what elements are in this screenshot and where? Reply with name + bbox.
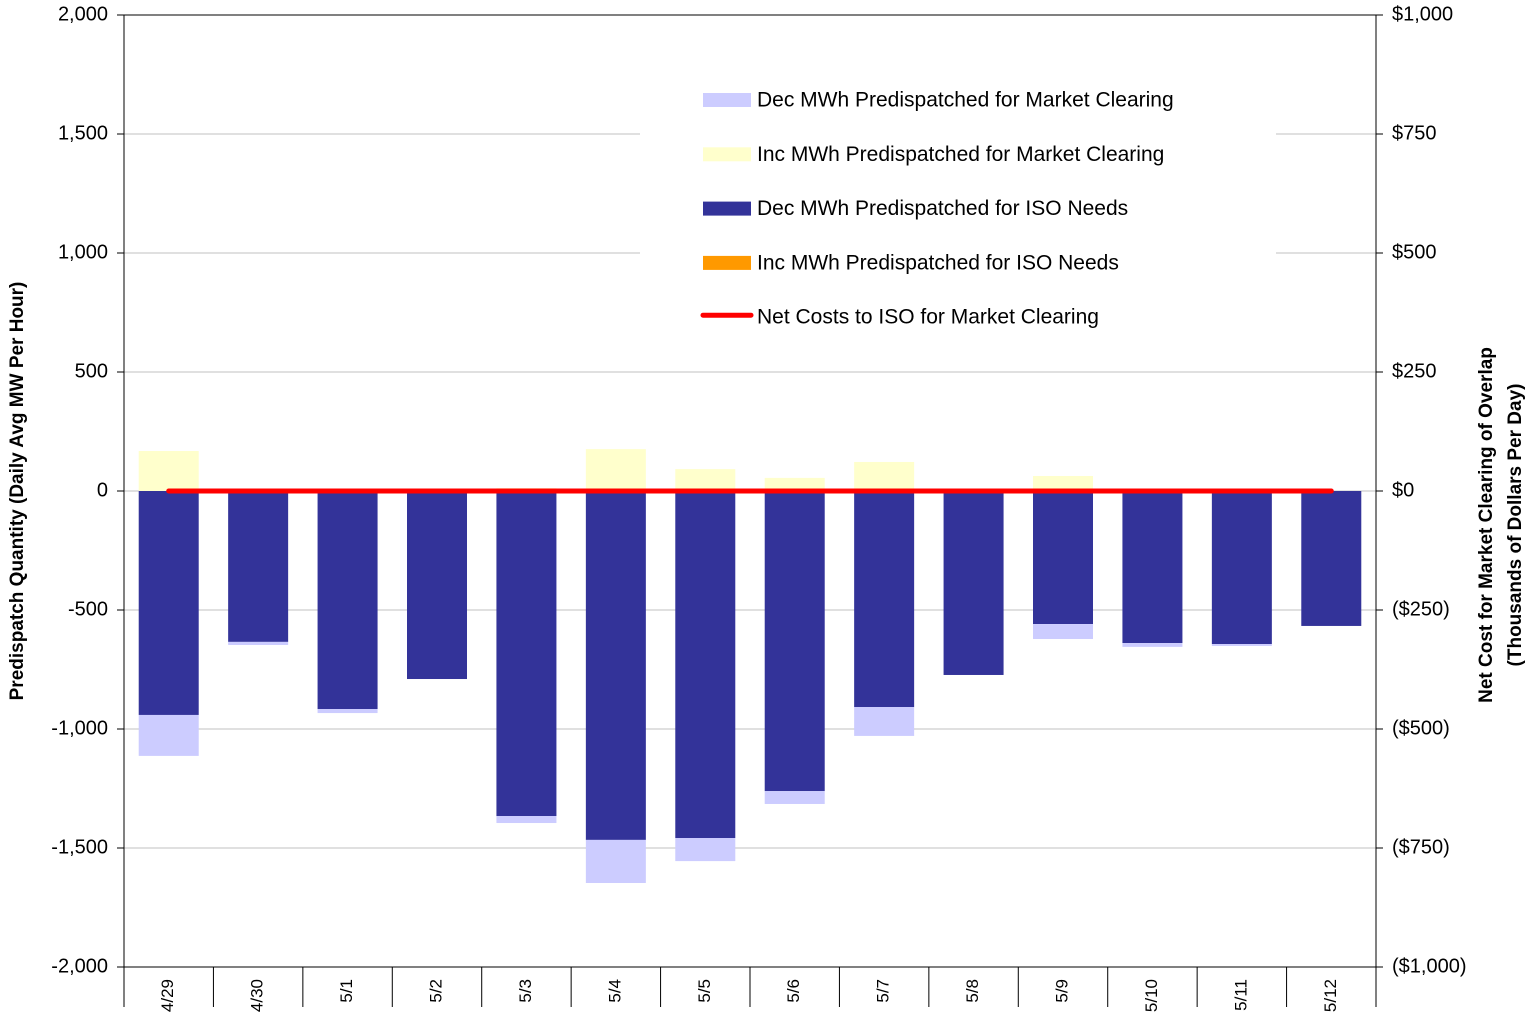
bar — [138, 491, 199, 715]
bar — [675, 469, 736, 491]
bar — [675, 838, 736, 862]
x-tick-label: 5/5 — [695, 979, 714, 1003]
bar — [496, 816, 557, 824]
bar — [764, 477, 825, 491]
legend-label: Net Costs to ISO for Market Clearing — [757, 306, 1099, 329]
bar — [496, 491, 557, 817]
bar — [138, 714, 199, 756]
y2-axis-title: (Thousands of Dollars Per Day) — [1505, 384, 1526, 667]
legend-label: Dec MWh Predispatched for Market Clearin… — [757, 89, 1174, 112]
x-tick-label: 4/29 — [158, 979, 177, 1012]
bar — [317, 709, 378, 714]
x-tick-label: 5/1 — [337, 979, 356, 1003]
y2-axis-title: Net Cost for Market Clearing of Overlap — [1476, 347, 1497, 703]
legend-swatch — [703, 147, 751, 162]
bar — [1211, 644, 1272, 646]
y-tick-label: 500 — [75, 360, 108, 382]
y2-tick-label: $0 — [1392, 479, 1414, 501]
bar — [1122, 643, 1183, 647]
x-tick-label: 5/6 — [784, 979, 803, 1003]
y2-tick-label: $1,000 — [1392, 3, 1453, 25]
bar — [675, 491, 736, 839]
legend-label: Inc MWh Predispatched for Market Clearin… — [757, 143, 1164, 166]
y-tick-label: -1,500 — [51, 836, 108, 858]
bar — [1033, 624, 1093, 640]
x-tick-label: 4/30 — [248, 979, 267, 1012]
y2-tick-label: $500 — [1392, 241, 1437, 263]
bar — [585, 449, 646, 491]
bar — [1033, 476, 1093, 491]
bar — [228, 491, 289, 642]
y-tick-label: 1,000 — [58, 241, 108, 263]
x-tick-label: 5/10 — [1142, 979, 1161, 1012]
x-tick-label: 5/11 — [1231, 979, 1250, 1011]
legend-swatch — [703, 93, 751, 107]
legend-swatch — [703, 201, 751, 216]
bar — [585, 839, 646, 883]
bar — [764, 491, 825, 792]
bar — [764, 791, 825, 804]
x-tick-label: 5/12 — [1321, 979, 1340, 1012]
legend-label: Inc MWh Predispatched for ISO Needs — [757, 251, 1119, 274]
x-tick-label: 5/3 — [516, 979, 535, 1003]
bar — [1211, 491, 1272, 645]
bar — [854, 491, 915, 708]
bar — [228, 641, 289, 645]
x-tick-label: 5/9 — [1052, 979, 1071, 1003]
y-tick-label: -1,000 — [51, 717, 108, 739]
y-tick-label: 1,500 — [58, 122, 108, 144]
bar — [943, 491, 1004, 675]
bar — [1122, 491, 1183, 644]
x-tick-label: 5/2 — [426, 979, 445, 1003]
x-tick-label: 5/4 — [605, 979, 624, 1003]
y-tick-label: -2,000 — [51, 955, 108, 977]
y-tick-label: 0 — [97, 479, 108, 501]
bar — [1033, 491, 1093, 625]
legend-swatch — [703, 255, 751, 270]
y2-tick-label: ($1,000) — [1392, 955, 1467, 977]
y2-tick-label: ($250) — [1392, 598, 1450, 620]
y2-tick-label: $250 — [1392, 360, 1437, 382]
x-tick-label: 5/8 — [963, 979, 982, 1003]
y-tick-label: 2,000 — [58, 3, 108, 25]
y2-tick-label: ($750) — [1392, 836, 1450, 858]
bar — [1301, 491, 1362, 626]
bar — [585, 491, 646, 840]
y2-tick-label: $750 — [1392, 122, 1437, 144]
legend-label: Dec MWh Predispatched for ISO Needs — [757, 197, 1128, 220]
bar — [854, 461, 915, 491]
y2-tick-label: ($500) — [1392, 717, 1450, 739]
bar — [407, 491, 467, 680]
bar — [317, 491, 378, 710]
y-tick-label: -500 — [68, 598, 108, 620]
bar — [138, 451, 199, 491]
y-axis-title: Predispatch Quantity (Daily Avg MW Per H… — [7, 282, 28, 701]
x-tick-label: 5/7 — [874, 979, 893, 1003]
bar — [854, 707, 915, 736]
